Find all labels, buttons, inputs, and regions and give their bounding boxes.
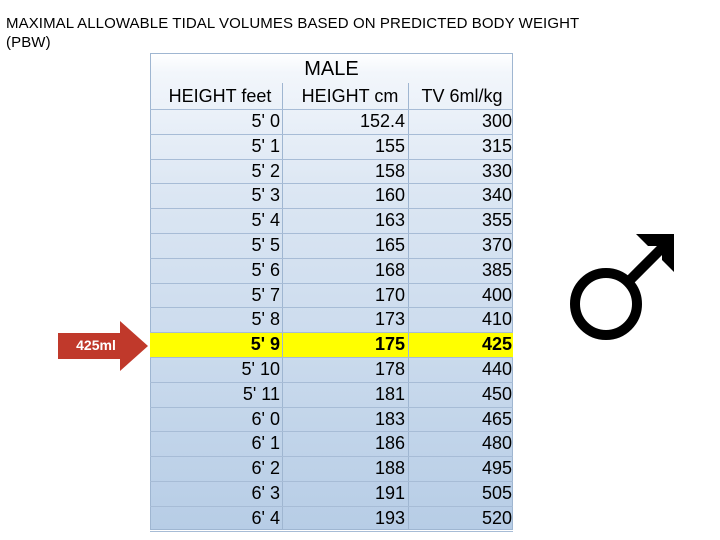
table-row: 6' 3 191 505 — [150, 481, 513, 506]
row-divider — [150, 158, 513, 160]
cell-height-feet: 5' 0 — [251, 111, 280, 131]
cell-height-feet: 5' 5 — [251, 235, 280, 255]
cell-height-feet: 5' 6 — [251, 259, 280, 280]
cell-height-cm: 163 — [374, 210, 405, 231]
cell-height-cm: 168 — [374, 259, 405, 280]
column-divider — [408, 83, 409, 530]
row-divider — [150, 332, 513, 334]
cell-tidal-volume: 300 — [481, 111, 512, 131]
cell-height-cm: 178 — [374, 359, 405, 379]
cell-height-feet: 6' 0 — [251, 408, 280, 429]
table-row: 6' 2 188 495 — [150, 456, 513, 481]
table-row: 5' 0 152.4 300 — [150, 109, 513, 134]
cell-height-cm: 158 — [374, 160, 405, 181]
table-row: 5' 6 168 385 — [150, 258, 513, 283]
cell-tidal-volume: 520 — [481, 507, 512, 528]
row-divider — [150, 282, 513, 284]
cell-height-feet: 5' 8 — [251, 309, 280, 330]
cell-height-feet: 5' 4 — [251, 210, 280, 231]
table-row: 5' 3 160 340 — [150, 183, 513, 208]
cell-height-feet: 6' 1 — [251, 433, 280, 454]
table-row: 6' 0 183 465 — [150, 407, 513, 432]
cell-height-cm: 160 — [374, 185, 405, 206]
cell-height-cm: 181 — [374, 383, 405, 404]
column-header-height-feet: HEIGHT feet — [168, 86, 272, 106]
cell-tidal-volume: 340 — [481, 185, 512, 206]
cell-tidal-volume: 450 — [481, 383, 512, 404]
cell-tidal-volume: 355 — [481, 210, 512, 231]
cell-tidal-volume: 440 — [481, 359, 512, 379]
row-divider — [150, 109, 513, 110]
row-divider — [150, 530, 513, 532]
cell-tidal-volume: 330 — [481, 160, 512, 181]
row-divider — [150, 307, 513, 309]
table-row: 5' 8 173 410 — [150, 307, 513, 332]
table-row: 5' 10 178 440 — [150, 357, 513, 382]
height-volume-table — [150, 53, 513, 530]
cell-height-feet: 6' 4 — [251, 507, 280, 528]
cell-height-cm: 173 — [374, 309, 405, 330]
row-divider — [150, 257, 513, 259]
row-divider — [150, 505, 513, 507]
column-header-tidal-volume: TV 6ml/kg — [421, 86, 503, 106]
cell-height-feet: 5' 7 — [251, 284, 280, 305]
cell-height-cm: 152.4 — [359, 111, 405, 131]
column-header-height-cm: HEIGHT cm — [301, 86, 399, 106]
cell-height-feet: 5' 9 — [250, 334, 280, 355]
row-divider — [150, 208, 513, 210]
cell-height-cm: 170 — [374, 284, 405, 305]
table-heading: MALE — [304, 58, 359, 80]
cell-height-cm: 186 — [374, 433, 405, 454]
table-row: 5' 1 155 315 — [150, 134, 513, 159]
table-row: 5' 7 170 400 — [150, 283, 513, 308]
row-divider — [150, 381, 513, 383]
row-divider — [150, 456, 513, 458]
table-row: 5' 11 181 450 — [150, 382, 513, 407]
column-divider — [282, 83, 283, 530]
row-divider — [150, 133, 513, 135]
cell-height-feet: 5' 2 — [251, 160, 280, 181]
callout-arrow-icon — [58, 321, 148, 371]
row-divider — [150, 406, 513, 408]
table-header-row: HEIGHT feet HEIGHT cm TV 6ml/kg — [150, 84, 513, 109]
male-symbol-icon — [570, 234, 674, 340]
page-title: MAXIMAL ALLOWABLE TIDAL VOLUMES BASED ON… — [6, 15, 580, 51]
cell-tidal-volume: 410 — [481, 309, 512, 330]
cell-tidal-volume: 315 — [481, 135, 512, 156]
cell-height-feet: 5' 10 — [241, 359, 280, 379]
cell-tidal-volume: 400 — [481, 284, 512, 305]
row-divider — [150, 183, 513, 185]
table-row: 6' 1 186 480 — [150, 431, 513, 456]
cell-tidal-volume: 465 — [481, 408, 512, 429]
cell-tidal-volume: 385 — [481, 259, 512, 280]
cell-tidal-volume: 505 — [481, 483, 512, 503]
cell-tidal-volume: 425 — [481, 334, 512, 355]
table-row: 5' 4 163 355 — [150, 208, 513, 233]
callout-label: 425ml — [76, 337, 116, 353]
cell-height-feet: 6' 2 — [251, 458, 280, 479]
row-divider — [150, 481, 513, 482]
cell-tidal-volume: 495 — [481, 458, 512, 479]
cell-height-cm: 155 — [374, 135, 405, 156]
cell-height-cm: 175 — [374, 334, 405, 355]
table-row: 6' 4 193 520 — [150, 506, 513, 531]
cell-height-cm: 191 — [374, 483, 405, 503]
cell-tidal-volume: 370 — [481, 235, 512, 255]
cell-height-cm: 183 — [374, 408, 405, 429]
table-row-highlighted: 5' 9 175 425 — [150, 332, 513, 357]
row-divider — [150, 357, 513, 358]
cell-tidal-volume: 480 — [481, 433, 512, 454]
cell-height-feet: 5' 11 — [242, 383, 280, 404]
cell-height-feet: 5' 1 — [251, 135, 280, 156]
table-row: 5' 5 165 370 — [150, 233, 513, 258]
cell-height-cm: 193 — [374, 507, 405, 528]
table-row: 5' 2 158 330 — [150, 159, 513, 184]
cell-height-feet: 6' 3 — [251, 483, 280, 503]
row-divider — [150, 431, 513, 433]
cell-height-cm: 165 — [374, 235, 405, 255]
cell-height-cm: 188 — [374, 458, 405, 479]
row-divider — [150, 233, 513, 234]
cell-height-feet: 5' 3 — [251, 185, 280, 206]
